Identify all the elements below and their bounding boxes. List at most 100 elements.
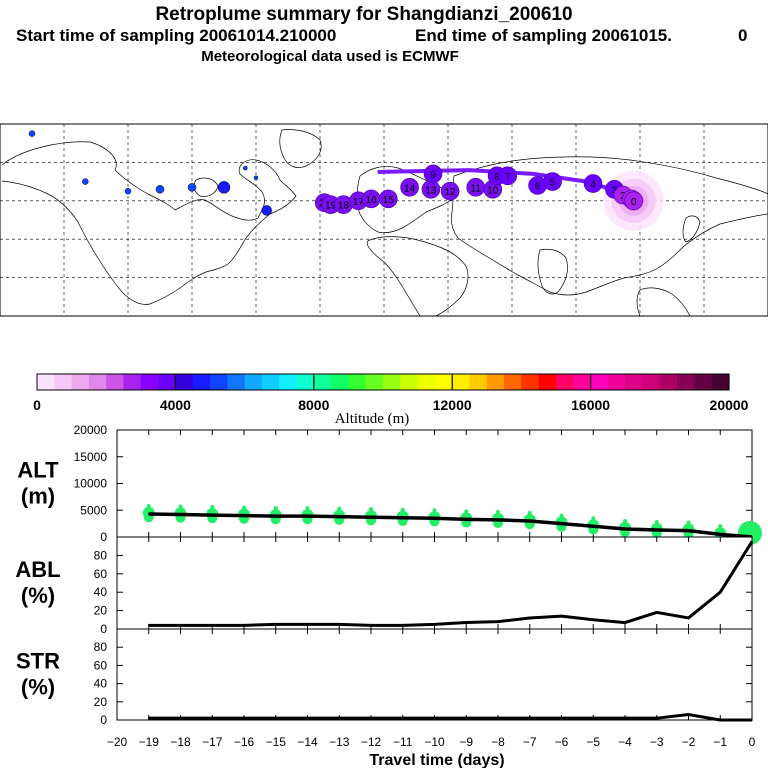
series-point	[338, 623, 341, 626]
colorbar-cell	[452, 374, 471, 390]
y-tick-label: 0	[100, 530, 107, 544]
panel-frame	[116, 536, 753, 630]
coast-asia	[450, 156, 768, 296]
series-point	[243, 514, 245, 517]
x-tick-label: −15	[266, 735, 287, 749]
x-tick-label: −19	[139, 735, 160, 749]
plume-point-label: 10	[487, 185, 499, 196]
series-point	[243, 624, 245, 627]
series-point	[274, 717, 277, 719]
series-point	[687, 617, 690, 619]
series-point	[497, 519, 499, 521]
altitude-blob	[305, 506, 310, 511]
series-point	[338, 717, 341, 719]
x-tick-label: −7	[523, 735, 537, 749]
series-point	[624, 528, 626, 530]
series-point	[687, 713, 690, 716]
series-point	[592, 717, 595, 719]
series-point	[655, 611, 658, 614]
series-point	[719, 591, 722, 593]
colorbar-cell	[469, 374, 488, 390]
plume-point	[583, 174, 603, 193]
plume-points: 20191817161514131211109876543210	[314, 164, 643, 214]
x-tick-label: −8	[491, 735, 505, 749]
series-line	[148, 713, 752, 722]
panel-label: STR	[16, 649, 60, 674]
series-point	[655, 717, 658, 719]
series-point	[243, 717, 245, 719]
y-tick-label: 20	[94, 695, 108, 709]
x-tick-label: −12	[361, 735, 382, 749]
altitude-blob	[559, 513, 564, 518]
y-tick-label: 80	[94, 548, 108, 562]
colorbar-cell	[694, 374, 713, 390]
panel-abl: 0 20 40 60 80 ABL(%)	[15, 536, 754, 636]
x-tick-label: −5	[586, 735, 600, 749]
y-tick-label: 10000	[74, 477, 108, 491]
plume-point-label: 9	[430, 170, 436, 181]
colorbar-cell	[400, 374, 419, 390]
coast-se-asia	[636, 287, 691, 317]
series-point	[560, 615, 563, 617]
coast-japan	[682, 215, 701, 243]
start-time-text: Start time of sampling 20061014.210000	[16, 26, 336, 45]
series-point	[306, 515, 309, 517]
colorbar-cell	[313, 374, 332, 390]
panel-label: ABL	[15, 557, 60, 582]
series-point	[465, 621, 468, 624]
plume-point-label: 16	[366, 195, 378, 206]
colorbar-frame	[36, 373, 730, 391]
plume-particle	[155, 185, 165, 194]
plume-point	[440, 181, 460, 201]
altitude-blob	[400, 507, 405, 512]
series-point	[528, 617, 531, 619]
series-point	[179, 717, 182, 719]
end-time-tail: 0	[738, 26, 747, 45]
plume-point-label: 6	[535, 181, 541, 192]
colorbar-cell	[158, 374, 176, 390]
colorbar-cell	[296, 374, 315, 390]
panel-unit: (%)	[21, 583, 55, 608]
plume-particle	[253, 175, 259, 181]
altitude-blob	[337, 506, 342, 511]
series-point	[211, 514, 214, 516]
colorbar: 0 4000 8000 12000 16000 20000 Altitude (m)	[33, 373, 749, 427]
colorbar-cell	[348, 374, 367, 390]
plume-particle	[243, 165, 248, 171]
x-tick-label: −17	[202, 735, 223, 749]
met-data-text: Meteorological data used is ECMWF	[201, 48, 459, 65]
altitude-blob	[718, 524, 723, 529]
altitude-blob	[242, 505, 246, 510]
x-axis-label: Travel time (days)	[369, 752, 504, 768]
series-point	[147, 717, 150, 719]
y-tick-label: 80	[94, 640, 108, 654]
altitude-blob	[464, 509, 469, 514]
plume-point-label: 12	[445, 187, 457, 198]
coast-greenland	[279, 129, 322, 168]
altitude-blob	[591, 516, 596, 521]
colorbar-cell	[607, 374, 626, 390]
series-point	[433, 717, 436, 719]
series-point	[592, 525, 595, 528]
altitude-blob	[496, 509, 500, 514]
colorbar-cell	[88, 374, 107, 390]
x-tick-label: −3	[650, 735, 664, 749]
plume-point-label: 3	[612, 185, 618, 196]
series-point	[274, 623, 277, 626]
plume-point-label: 18	[338, 201, 350, 212]
series-line	[148, 512, 753, 539]
colorbar-cell	[140, 374, 159, 390]
series-point	[497, 620, 499, 623]
coast-north-america	[1, 141, 297, 305]
plume-point-label: 13	[425, 185, 437, 196]
colorbar-cell	[365, 374, 384, 390]
plume-point-label: 4	[590, 180, 596, 191]
colorbar-cell	[504, 374, 522, 390]
plume-scatter	[28, 130, 272, 216]
plume-particle	[217, 181, 231, 194]
colorbar-cell	[659, 374, 678, 390]
series-point	[147, 513, 150, 515]
colorbar-cell	[192, 374, 211, 390]
y-tick-label: 5000	[80, 503, 107, 517]
